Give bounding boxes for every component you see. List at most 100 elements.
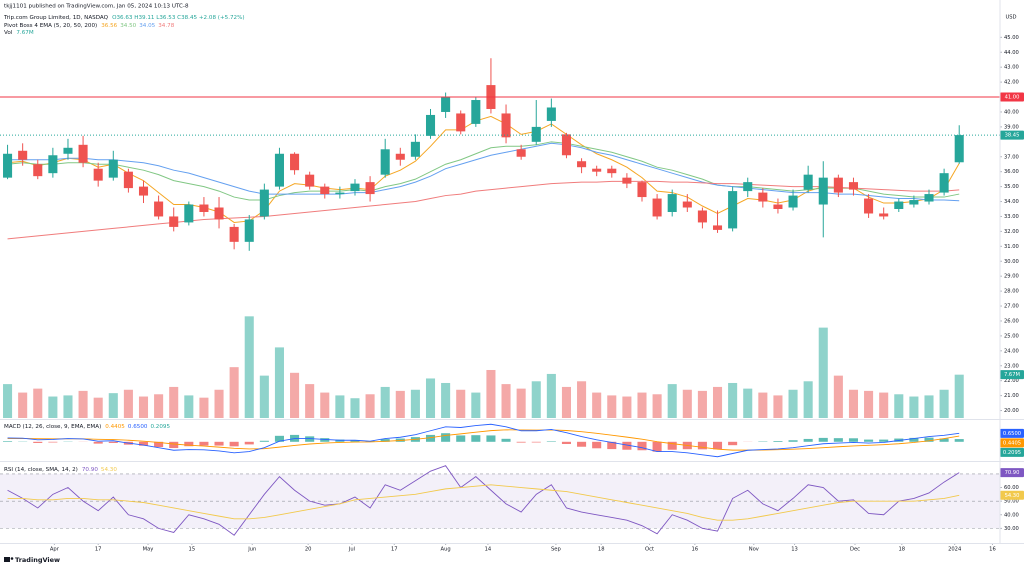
candle-body [48, 155, 58, 174]
y-tick-label: 22.00 [1004, 378, 1019, 384]
candle-body [305, 174, 315, 187]
histogram-bar [274, 435, 284, 442]
macd-legend: MACD (12, 26, close, 9, EMA, EMA) 0.4405 0… [4, 424, 170, 430]
x-tick-label: 2024 [948, 547, 962, 553]
histogram-bar [909, 437, 919, 442]
macd-value-label-box [1000, 438, 1024, 448]
histogram-bar [773, 441, 783, 442]
volume-bar [546, 373, 556, 418]
histogram-bar [184, 441, 194, 447]
candle-body [3, 153, 13, 178]
candle-body [788, 195, 798, 208]
volume-bar [154, 394, 164, 418]
rsi-legend: RSI (14, close, SMA, 14, 2) 70.90 54.30 [4, 467, 117, 473]
ohlc-values: O36.63 H39.11 L36.53 C38.45 +2.08 (+5.72… [112, 15, 245, 21]
candle-body [320, 186, 330, 195]
candle-body [108, 159, 118, 178]
histogram-bar [546, 441, 556, 442]
y-tick-label: 28.00 [1004, 289, 1019, 295]
rsi-value-label: 70.90 [1005, 470, 1020, 476]
volume-bar [577, 381, 587, 418]
y-tick-label: 40.00 [1004, 109, 1019, 115]
macd-value-label: 0.4405 [1003, 440, 1021, 446]
y-tick-label: 29.00 [1004, 274, 1019, 280]
y-tick-label: 30.00 [1004, 259, 1019, 265]
candle-body [879, 213, 889, 217]
candle-body [924, 194, 934, 202]
x-tick-label: May [143, 547, 154, 553]
candle-body [682, 201, 692, 208]
candle-body [259, 189, 269, 217]
ema-line [7, 115, 960, 223]
candle-body [848, 182, 859, 190]
candle-body [456, 113, 466, 132]
candle-body [577, 161, 587, 168]
volume-bar [214, 389, 224, 418]
y-tick-label: 60.00 [1004, 485, 1019, 491]
ema-title: Pivot Boss 4 EMA (5, 20, 50, 200) [4, 23, 97, 29]
layers: 20.00 21.00 22.00 23.00 24.00 25.00 26.00 27.00… [0, 35, 1024, 553]
histogram-bar [199, 441, 209, 446]
candle-body [274, 153, 284, 187]
candle-body [833, 177, 843, 193]
last-price-label-box [1000, 130, 1024, 140]
candle-body [894, 201, 904, 209]
logo-text: TradingView [15, 556, 60, 564]
volume-bar [743, 388, 753, 418]
volume-bar [773, 395, 783, 418]
histogram-bar [320, 438, 330, 442]
candle-body [501, 113, 511, 138]
candle-body [652, 198, 662, 217]
x-tick-label: 16 [989, 547, 996, 553]
candle-body [138, 186, 149, 196]
y-tick-label: 45.00 [1004, 35, 1019, 41]
x-tick-label: Dec [850, 547, 860, 553]
volume-bar [441, 382, 451, 418]
volume-bar [864, 390, 874, 418]
ema-value: 34.50 [120, 23, 136, 29]
volume-bar [123, 389, 133, 418]
volume-bar [818, 327, 828, 418]
y-tick-label: 32.00 [1004, 229, 1019, 235]
volume-bar [184, 395, 194, 418]
volume-bar [63, 395, 73, 418]
volume-bar [697, 390, 707, 418]
candle-body [184, 204, 194, 223]
rsi-value: 54.30 [101, 467, 117, 473]
volume-bar [456, 389, 466, 418]
volume-label-box [1000, 370, 1024, 380]
histogram-bar [486, 435, 496, 442]
histogram-bar [229, 441, 239, 447]
ema-value: 34.78 [158, 23, 174, 29]
candle-body [803, 174, 813, 190]
histogram-bar [561, 441, 571, 445]
x-tick-label: Aug [441, 547, 451, 553]
x-tick-label: 20 [305, 547, 312, 553]
candle-body [78, 144, 88, 163]
x-tick-label: 13 [791, 547, 798, 553]
logo-mark [4, 557, 10, 562]
histogram-bar [939, 438, 949, 442]
candle-body [335, 192, 345, 195]
macd-value: 0.6500 [128, 424, 148, 430]
y-tick-label: 34.00 [1004, 199, 1019, 205]
macd-line [7, 423, 960, 458]
rsi-value-label: 54.30 [1005, 493, 1020, 499]
volume-bar [108, 393, 118, 418]
histogram-bar [48, 441, 58, 443]
macd-value-label-box [1000, 447, 1024, 457]
y-tick-label: 20.00 [1004, 408, 1019, 414]
histogram-bar [637, 441, 647, 451]
volume-bar [290, 372, 300, 418]
volume-bar [380, 386, 390, 418]
volume-bar [320, 392, 330, 418]
volume-bar [531, 381, 541, 418]
histogram-bar [169, 441, 179, 449]
histogram-bar [244, 441, 254, 445]
volume-bar [199, 397, 209, 418]
volume-bar [425, 378, 436, 418]
volume-bar [3, 384, 13, 418]
rsi-value: 70.90 [82, 467, 98, 473]
volume-bar [561, 386, 571, 418]
